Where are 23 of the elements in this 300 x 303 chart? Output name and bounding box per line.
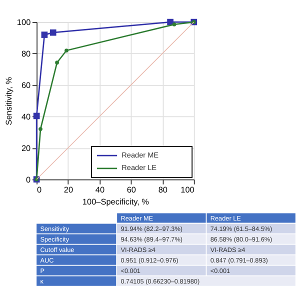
y-tick-label: 40 bbox=[21, 112, 32, 122]
x-tick-label: 20 bbox=[64, 186, 74, 195]
legend-label: Reader LE bbox=[122, 163, 157, 172]
x-axis-title: 100–Specificity, % bbox=[82, 198, 150, 207]
y-tick-label: 0 bbox=[26, 176, 32, 185]
y-axis-title: Sensitivity, % bbox=[4, 76, 14, 126]
y-tick-label: 100 bbox=[16, 18, 32, 28]
point bbox=[172, 22, 176, 26]
point bbox=[50, 29, 56, 36]
point bbox=[41, 32, 48, 38]
x-tick-label: 0 bbox=[37, 186, 42, 195]
point bbox=[55, 60, 59, 65]
point bbox=[33, 112, 40, 120]
y-tick-label: 60 bbox=[21, 81, 32, 90]
x-tick-label: 60 bbox=[126, 186, 136, 195]
point bbox=[64, 48, 68, 52]
y-tick-label: 20 bbox=[21, 144, 32, 154]
x-tick-label: 100 bbox=[180, 186, 195, 195]
point bbox=[38, 127, 42, 131]
x-tick-label: 40 bbox=[95, 186, 105, 195]
x-tick-label: 80 bbox=[158, 186, 168, 195]
legend-label: Reader ME bbox=[122, 150, 159, 160]
y-tick-label: 80 bbox=[21, 50, 32, 59]
